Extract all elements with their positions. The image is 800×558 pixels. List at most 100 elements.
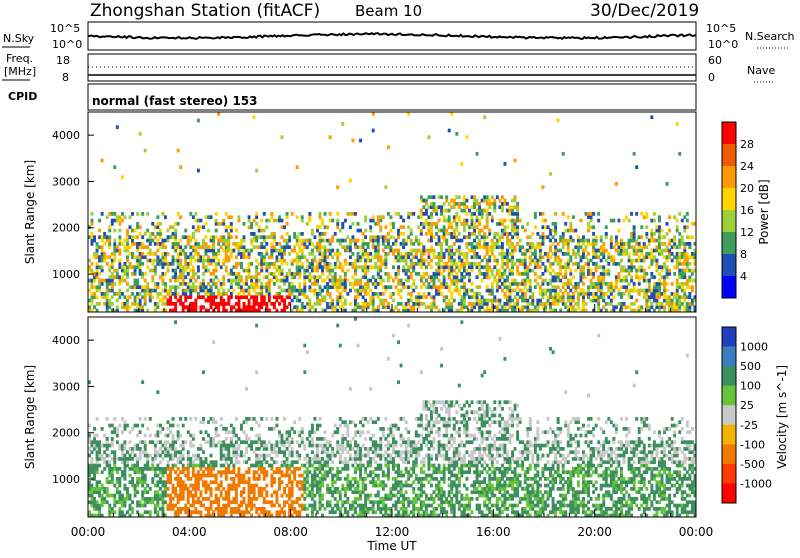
heatmap-cell	[177, 245, 180, 249]
heatmap-cell	[270, 255, 273, 259]
heatmap-cell	[217, 279, 220, 283]
heatmap-cell	[199, 285, 202, 289]
heatmap-cell	[156, 285, 159, 289]
heatmap-cell	[547, 255, 550, 259]
heatmap-cell	[141, 235, 144, 239]
heatmap-cell	[207, 229, 210, 233]
heatmap-cell	[362, 285, 365, 289]
heatmap-cell	[141, 255, 144, 259]
heatmap-cell	[476, 209, 479, 213]
heatmap-cell	[172, 225, 175, 229]
heatmap-cell	[293, 467, 296, 471]
heatmap-cell	[91, 219, 94, 223]
heatmap-cell	[177, 265, 180, 269]
heatmap-cell	[341, 279, 344, 283]
heatmap-cell	[298, 480, 301, 484]
heatmap-cell	[182, 282, 185, 286]
heatmap-cell	[296, 467, 299, 471]
heatmap-cell	[230, 255, 233, 259]
heatmap-cell	[587, 252, 590, 256]
heatmap-cell	[263, 467, 266, 471]
heatmap-cell	[491, 202, 494, 206]
heatmap-cell	[255, 265, 258, 269]
heatmap-cell	[116, 299, 119, 303]
heatmap-cell	[405, 259, 408, 263]
heatmap-cell	[579, 255, 582, 259]
heatmap-cell	[93, 490, 96, 494]
heatmap-cell	[164, 255, 167, 259]
heatmap-cell	[455, 195, 458, 199]
heatmap-cell	[237, 262, 240, 266]
heatmap-cell	[511, 289, 514, 293]
heatmap-cell	[539, 252, 542, 256]
heatmap-cell	[116, 490, 119, 494]
heatmap-cell	[526, 265, 529, 269]
heatmap-cell	[230, 305, 233, 309]
heatmap-cell	[349, 225, 352, 229]
heatmap-cell	[524, 299, 527, 303]
heatmap-cell	[113, 242, 116, 246]
heatmap-cell	[316, 262, 319, 266]
heatmap-cell	[334, 285, 337, 289]
heatmap-cell	[161, 470, 164, 474]
heatmap-cell	[668, 242, 671, 246]
heatmap-cell	[258, 292, 261, 296]
heatmap-cell	[324, 262, 327, 266]
heatmap-cell	[465, 199, 468, 203]
heatmap-cell	[425, 305, 428, 309]
heatmap-cell	[585, 249, 588, 253]
heatmap-cell	[205, 490, 208, 494]
heatmap-cell	[433, 302, 436, 306]
cpid-label: CPID	[8, 90, 37, 103]
heatmap-cell	[574, 262, 577, 266]
heatmap-cell	[248, 249, 251, 253]
heatmap-cell	[167, 302, 170, 306]
heatmap-cell	[640, 275, 643, 279]
heatmap-cell	[572, 292, 575, 296]
heatmap-cell	[686, 262, 689, 266]
heatmap-cell	[265, 265, 268, 269]
heatmap-cell	[156, 500, 159, 504]
heatmap-cell	[471, 282, 474, 286]
heatmap-cell	[450, 249, 453, 253]
heatmap-cell	[562, 295, 565, 299]
heatmap-cell	[592, 262, 595, 266]
heatmap-cell	[159, 259, 162, 263]
heatmap-cell	[260, 494, 263, 498]
heatmap-cell	[346, 292, 349, 296]
heatmap-cell	[248, 225, 251, 229]
heatmap-cell	[686, 259, 689, 263]
heatmap-cell	[458, 249, 461, 253]
heatmap-cell	[189, 275, 192, 279]
heatmap-cell	[237, 282, 240, 286]
heatmap-cell	[123, 272, 126, 276]
heatmap-cell	[344, 275, 347, 279]
heatmap-cell	[458, 269, 461, 273]
heatmap-cell	[248, 504, 251, 508]
heatmap-cell	[648, 299, 651, 303]
heatmap-cell	[506, 252, 509, 256]
heatmap-cell	[460, 275, 463, 279]
heatmap-cell	[364, 215, 367, 219]
heatmap-cell	[270, 447, 273, 451]
heatmap-cell	[149, 510, 152, 514]
heatmap-cell	[270, 467, 273, 471]
heatmap-cell	[126, 457, 129, 461]
heatmap-cell	[463, 302, 466, 306]
heatmap-cell	[207, 255, 210, 259]
heatmap-cell	[450, 235, 453, 239]
heatmap-cell	[192, 504, 195, 508]
heatmap-cell	[98, 490, 101, 494]
heatmap-cell	[321, 239, 324, 243]
heatmap-cell	[179, 450, 182, 454]
heatmap-cell	[161, 289, 164, 293]
heatmap-cell	[106, 279, 109, 283]
heatmap-cell	[354, 245, 357, 249]
heatmap-cell	[362, 252, 365, 256]
heatmap-cell	[159, 447, 162, 451]
heatmap-cell	[673, 272, 676, 276]
heatmap-cell	[230, 424, 233, 428]
heatmap-cell	[121, 175, 124, 179]
heatmap-cell	[222, 302, 225, 306]
heatmap-cell	[93, 444, 96, 448]
